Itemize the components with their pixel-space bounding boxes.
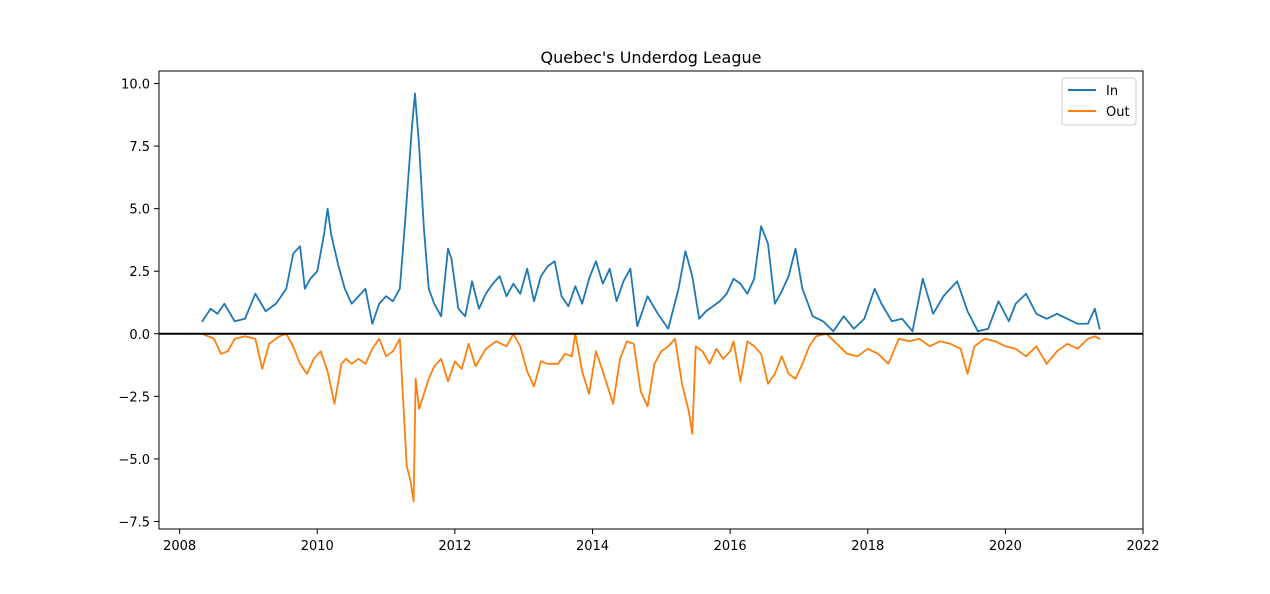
x-tick-label: 2018 [851,539,884,554]
x-tick-label: 2008 [163,539,196,554]
series-line-in [201,92,1101,333]
y-tick-label: 7.5 [129,140,150,155]
x-tick-label: 2022 [1126,539,1159,554]
y-tick-label: 0.0 [129,328,150,343]
y-tick-label: −7.5 [118,515,150,530]
y-tick-label: −2.5 [118,390,150,405]
x-tick-label: 2016 [714,539,747,554]
y-tick-label: 2.5 [129,265,150,280]
y-tick-label: −5.0 [118,453,150,468]
x-tick-label: 2010 [301,539,334,554]
x-tick-label: 2020 [989,539,1022,554]
axes-frame [158,70,1144,530]
chart-title: Quebec's Underdog League [541,48,762,67]
y-tick-label: 5.0 [129,203,150,218]
legend-label-in: In [1106,84,1118,99]
y-tick-label: 10.0 [121,78,150,93]
series-line-out [201,332,1101,503]
x-tick-label: 2014 [576,539,609,554]
x-tick-label: 2012 [438,539,471,554]
legend-label-out: Out [1106,105,1130,120]
plot-area: 2008 2010 2012 2014 2016 2018 2020 2022 −7.5 −5.0… [118,70,1160,554]
legend: In Out [1061,77,1137,126]
